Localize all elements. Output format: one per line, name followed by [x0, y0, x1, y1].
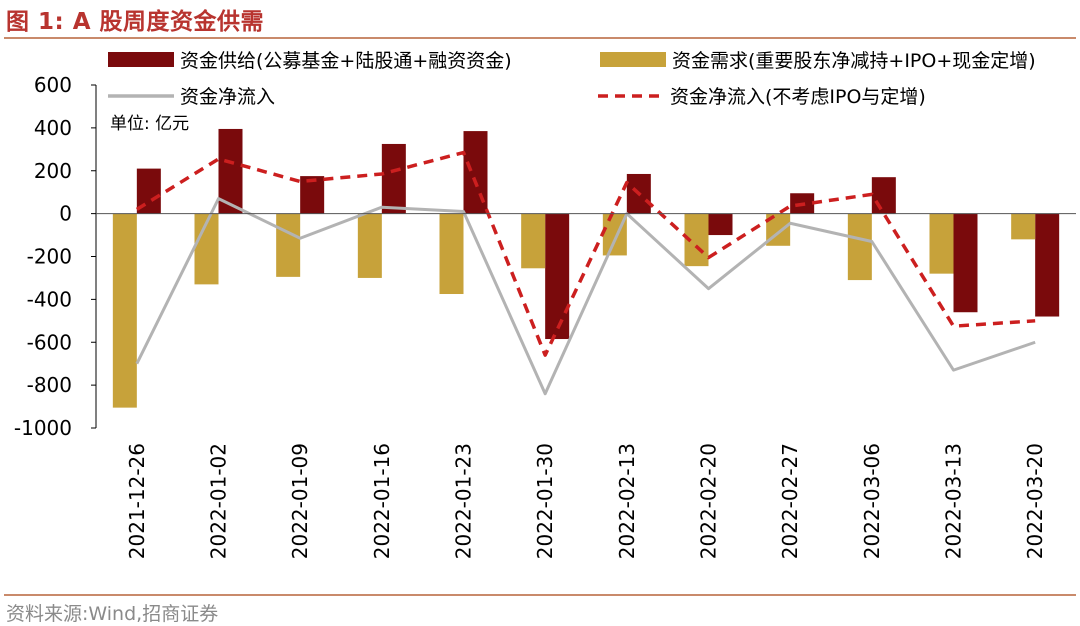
bar-supply: [381, 143, 406, 214]
y-tick-label: 400: [34, 116, 72, 140]
title-rule: [4, 37, 1076, 39]
y-tick-label: -400: [27, 287, 72, 311]
x-tick-label: 2022-03-13: [942, 443, 966, 559]
y-tick-label: -200: [27, 245, 72, 269]
bar-supply: [1035, 213, 1060, 317]
legend-label: 资金净流入: [180, 86, 275, 108]
bar-demand: [929, 213, 954, 274]
legend-label: 资金净流入(不考虑IPO与定增): [670, 86, 926, 108]
line-net-flow-excl: [135, 150, 1036, 357]
bar-supply: [953, 213, 978, 313]
x-tick-label: 2022-01-02: [207, 443, 231, 559]
bar-demand: [1011, 213, 1036, 240]
legend-label: 资金需求(重要股东净减持+IPO+现金定增): [672, 50, 1036, 72]
y-tick-label: -1000: [14, 416, 72, 440]
figure-title: 图 1: A 股周度资金供需: [6, 9, 265, 35]
unit-label: 单位: 亿元: [110, 114, 189, 134]
y-tick-label: 200: [34, 159, 72, 183]
bar-demand: [847, 213, 872, 281]
legend-item: 资金净流入: [108, 86, 275, 108]
y-tick-label: 0: [59, 202, 72, 226]
x-tick-label: 2021-12-26: [125, 443, 149, 559]
x-tick-label: 2022-03-06: [860, 443, 884, 559]
bar-supply: [300, 176, 325, 214]
chart: -1000 -800 -600 -400 -200 0 200 400 600 2021-12-2…: [14, 50, 1076, 559]
bar-demand: [357, 213, 382, 278]
legend-item: 资金需求(重要股东净减持+IPO+现金定增): [600, 50, 1036, 72]
bar-demand: [521, 213, 546, 269]
x-tick-label: 2022-01-09: [288, 443, 312, 559]
bar-supply: [871, 177, 896, 214]
bar-supply: [545, 213, 570, 340]
line-net-flow: [135, 197, 1036, 396]
y-tick-label: -600: [27, 330, 72, 354]
y-tick-label: -800: [27, 373, 72, 397]
x-tick-label: 2022-02-27: [778, 443, 802, 559]
bar-demand: [112, 213, 137, 408]
y-tick-label: 600: [34, 73, 72, 97]
x-tick-label: 2022-01-16: [370, 443, 394, 559]
x-tick-label: 2022-03-20: [1023, 443, 1047, 559]
legend-swatch: [600, 52, 666, 67]
x-tick-label: 2022-02-13: [615, 443, 639, 559]
legend-item: 资金净流入(不考虑IPO与定增): [598, 86, 926, 108]
x-tick-label: 2022-02-20: [697, 443, 721, 559]
x-tick-label: 2022-01-23: [452, 443, 476, 559]
footer-rule: [4, 594, 1076, 596]
bar-demand: [439, 213, 464, 295]
source-note: 资料来源:Wind,招商证券: [6, 603, 219, 625]
bar-supply: [708, 213, 733, 236]
bar-demand: [276, 213, 301, 277]
legend-swatch: [108, 52, 174, 67]
x-tick-label: 2022-01-30: [533, 443, 557, 559]
legend-label: 资金供给(公募基金+陆股通+融资资金): [180, 50, 512, 72]
legend-item: 资金供给(公募基金+陆股通+融资资金): [108, 50, 512, 72]
